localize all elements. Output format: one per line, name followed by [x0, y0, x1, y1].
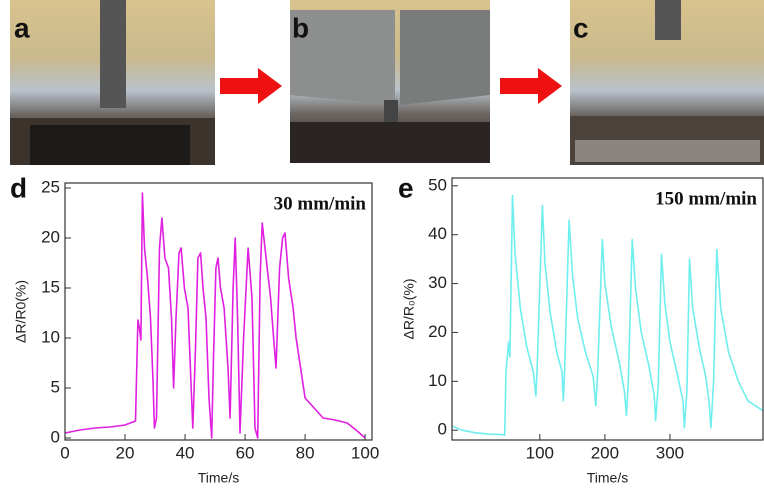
y-axis-label: ΔR/R₀(%) — [401, 278, 417, 339]
x-tick-label: 100 — [526, 443, 554, 462]
y-tick-label: 25 — [41, 177, 60, 196]
x-tick-label: 0 — [60, 443, 69, 462]
y-tick-label: 20 — [41, 227, 60, 246]
y-tick-label: 50 — [428, 175, 447, 194]
arrow — [500, 68, 562, 104]
y-tick-label: 15 — [41, 277, 60, 296]
x-tick-label: 80 — [296, 443, 315, 462]
photo-b — [290, 0, 490, 163]
x-tick-label: 20 — [116, 443, 135, 462]
plot-frame — [64, 182, 373, 441]
y-axis-label: ΔR/R0(%) — [13, 280, 29, 343]
x-axis-label: Time/s — [587, 470, 628, 486]
chart-title: 150 mm/min — [655, 188, 757, 209]
x-tick-label: 100 — [351, 443, 379, 462]
x-axis-label: Time/s — [198, 470, 239, 486]
y-tick-label: 30 — [428, 273, 447, 292]
panel-label: d — [10, 172, 27, 203]
photo-c — [570, 0, 764, 165]
x-tick-label: 40 — [176, 443, 195, 462]
arrow — [220, 68, 282, 104]
x-tick-label: 60 — [236, 443, 255, 462]
y-tick-label: 10 — [428, 371, 447, 390]
x-tick-label: 300 — [656, 443, 684, 462]
y-tick-label: 20 — [428, 322, 447, 341]
photo-a — [10, 0, 215, 165]
panel-label: a — [14, 12, 30, 43]
panel-label: b — [292, 12, 309, 43]
y-tick-label: 10 — [41, 327, 60, 346]
panel-label: e — [398, 172, 414, 203]
y-tick-label: 0 — [438, 420, 447, 439]
y-tick-label: 0 — [51, 427, 60, 446]
x-tick-label: 200 — [591, 443, 619, 462]
data-line — [452, 194, 764, 436]
data-line — [64, 192, 366, 439]
y-tick-label: 5 — [51, 377, 60, 396]
y-tick-label: 40 — [428, 224, 447, 243]
chart-title: 30 mm/min — [274, 193, 367, 214]
panel-label: c — [573, 12, 589, 43]
plot-frame — [451, 177, 764, 441]
